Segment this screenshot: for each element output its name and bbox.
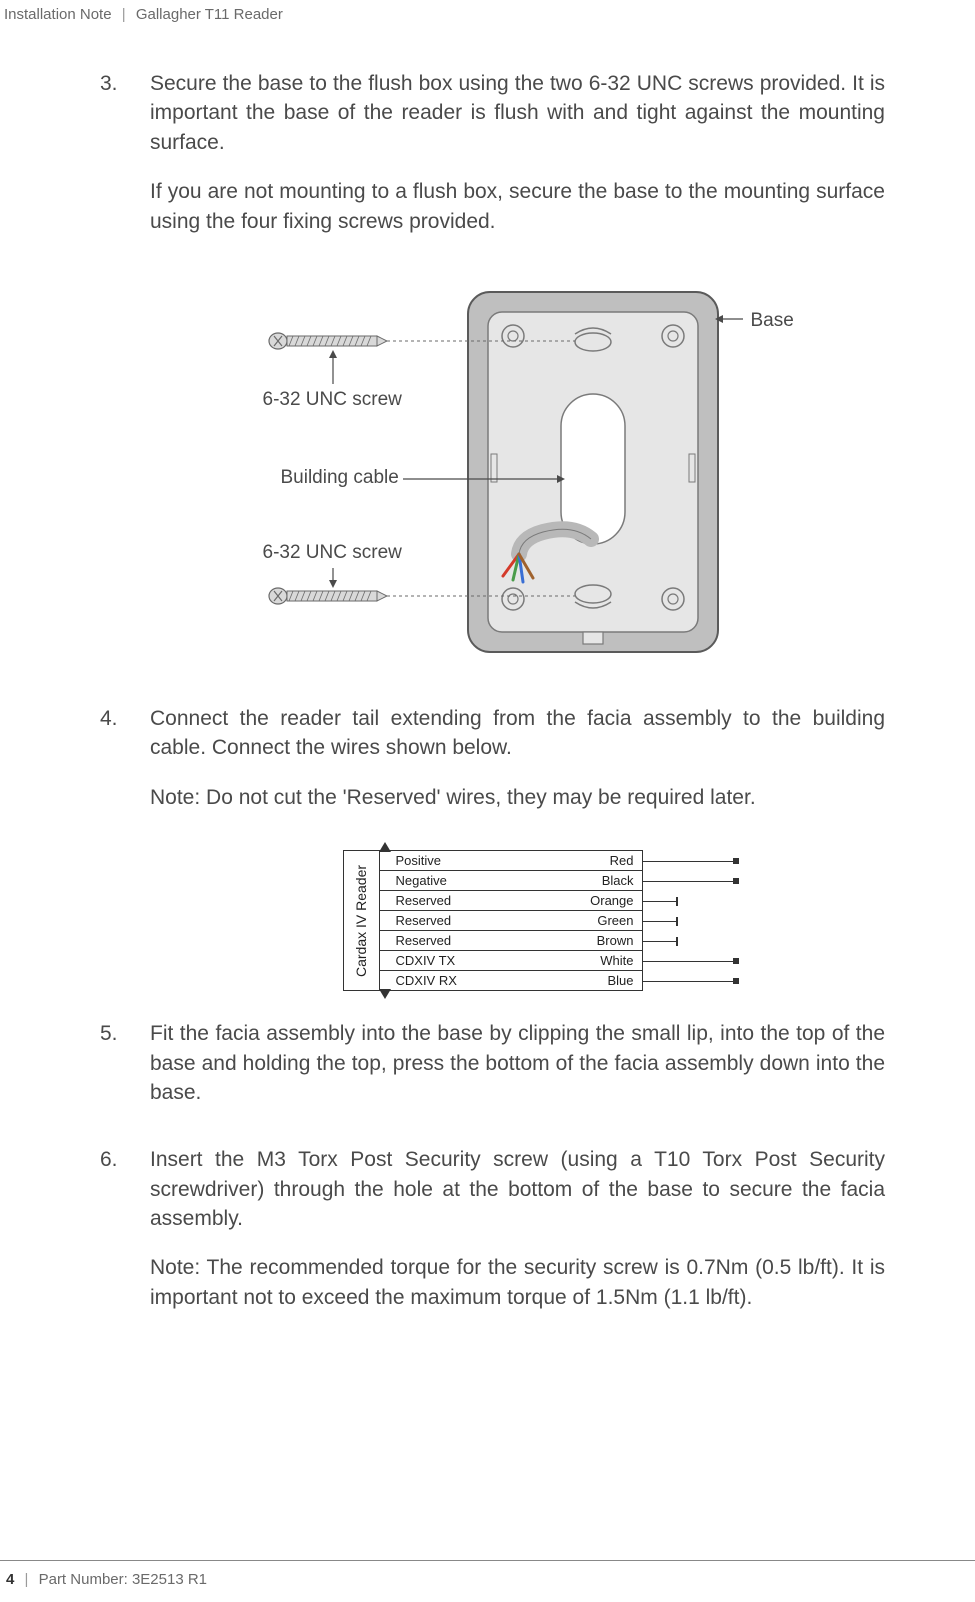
- step-4: 4. Connect the reader tail extending fro…: [100, 704, 885, 832]
- wire-color: White: [600, 953, 633, 968]
- base-mounting-diagram: Base 6-32 UNC screw Building cable 6-32 …: [143, 274, 843, 674]
- step-6-p1: Insert the M3 Torx Post Security screw (…: [150, 1145, 885, 1233]
- wire-color: Orange: [590, 893, 633, 908]
- footer-sep: |: [25, 1571, 29, 1588]
- wire-name: Positive: [396, 853, 442, 868]
- header-doctype: Installation Note: [4, 6, 112, 23]
- page-footer: 4 | Part Number: 3E2513 R1: [0, 1560, 975, 1588]
- wiring-side-label-cell: Cardax IV Reader: [344, 851, 380, 990]
- step-3-p1: Secure the base to the flush box using t…: [150, 69, 885, 157]
- wire-terminal-icon: [733, 858, 739, 864]
- wiring-diagram: Cardax IV Reader Positive Red Negative B…: [343, 850, 643, 991]
- part-number: Part Number: 3E2513 R1: [39, 1571, 207, 1588]
- wiring-row: Negative Black: [380, 871, 642, 891]
- wire-terminal-icon: [733, 878, 739, 884]
- wiring-box: Cardax IV Reader Positive Red Negative B…: [343, 850, 643, 991]
- step-3-body: Secure the base to the flush box using t…: [150, 69, 885, 256]
- wire-color: Brown: [597, 933, 634, 948]
- wire-terminal-icon: [733, 958, 739, 964]
- wiring-row: CDXIV TX White: [380, 951, 642, 971]
- wire-extension: [642, 961, 737, 963]
- wire-name: Reserved: [396, 893, 452, 908]
- wire-terminal-icon: [733, 978, 739, 984]
- wire-color: Red: [610, 853, 634, 868]
- wire-stub-icon: [676, 897, 678, 906]
- step-3-number: 3.: [100, 69, 150, 256]
- step-4-p1: Connect the reader tail extending from t…: [150, 704, 885, 763]
- step-5-p1: Fit the facia assembly into the base by …: [150, 1019, 885, 1107]
- wire-color: Green: [597, 913, 633, 928]
- label-screw-top: 6-32 UNC screw: [263, 389, 402, 411]
- header-product: Gallagher T11 Reader: [136, 6, 283, 23]
- step-3-p2: If you are not mounting to a flush box, …: [150, 177, 885, 236]
- wiring-row: Reserved Brown: [380, 931, 642, 951]
- step-5-number: 5.: [100, 1019, 150, 1127]
- base-diagram-svg: [143, 274, 843, 674]
- step-6-p2: Note: The recommended torque for the sec…: [150, 1253, 885, 1312]
- step-4-body: Connect the reader tail extending from t…: [150, 704, 885, 832]
- wire-extension: [642, 861, 737, 863]
- label-screw-bot: 6-32 UNC screw: [263, 542, 402, 564]
- wire-name: CDXIV RX: [396, 973, 457, 988]
- step-6-number: 6.: [100, 1145, 150, 1332]
- wire-stub-icon: [676, 917, 678, 926]
- wire-extension: [642, 981, 737, 983]
- wiring-rows: Positive Red Negative Black Reserved Ora…: [380, 851, 642, 990]
- step-5-body: Fit the facia assembly into the base by …: [150, 1019, 885, 1127]
- wiring-row: Reserved Green: [380, 911, 642, 931]
- step-4-number: 4.: [100, 704, 150, 832]
- wire-color: Blue: [607, 973, 633, 988]
- page-number: 4: [6, 1571, 14, 1588]
- wire-name: CDXIV TX: [396, 953, 456, 968]
- wire-extension: [642, 921, 677, 923]
- wire-extension: [642, 901, 677, 903]
- wire-name: Negative: [396, 873, 447, 888]
- wire-extension: [642, 881, 737, 883]
- wiring-bottom-triangle-icon: [379, 989, 391, 999]
- wire-stub-icon: [676, 937, 678, 946]
- wiring-side-label: Cardax IV Reader: [353, 865, 369, 977]
- step-5: 5. Fit the facia assembly into the base …: [100, 1019, 885, 1127]
- step-6: 6. Insert the M3 Torx Post Security scre…: [100, 1145, 885, 1332]
- step-4-p2: Note: Do not cut the 'Reserved' wires, t…: [150, 783, 885, 812]
- step-3: 3. Secure the base to the flush box usin…: [100, 69, 885, 256]
- page-content: 3. Secure the base to the flush box usin…: [0, 29, 975, 1332]
- wire-name: Reserved: [396, 913, 452, 928]
- wiring-row: Reserved Orange: [380, 891, 642, 911]
- wiring-row: Positive Red: [380, 851, 642, 871]
- wire-extension: [642, 941, 677, 943]
- header-sep: |: [122, 6, 126, 23]
- step-6-body: Insert the M3 Torx Post Security screw (…: [150, 1145, 885, 1332]
- wiring-row: CDXIV RX Blue: [380, 971, 642, 990]
- label-cable: Building cable: [281, 467, 399, 489]
- wire-name: Reserved: [396, 933, 452, 948]
- label-base: Base: [751, 310, 794, 332]
- wire-color: Black: [602, 873, 634, 888]
- page-header: Installation Note | Gallagher T11 Reader: [0, 0, 975, 29]
